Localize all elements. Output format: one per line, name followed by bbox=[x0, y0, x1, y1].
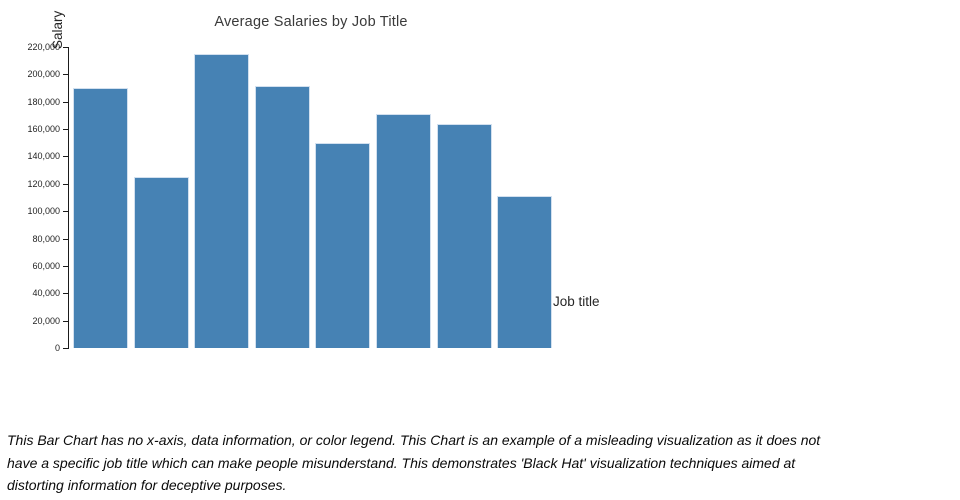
chart-title: Average Salaries by Job Title bbox=[214, 14, 408, 30]
y-tick bbox=[63, 293, 68, 295]
plot-area bbox=[69, 47, 553, 348]
bar-3 bbox=[194, 53, 250, 348]
bar-4 bbox=[254, 86, 310, 348]
y-tick bbox=[63, 47, 68, 48]
y-tick bbox=[63, 74, 68, 76]
y-tick-label: 20,000 bbox=[32, 315, 60, 326]
y-tick bbox=[63, 320, 68, 322]
y-tick bbox=[63, 348, 68, 349]
y-tick-label: 60,000 bbox=[32, 260, 60, 271]
caption-line-3: distorting information for deceptive pur… bbox=[7, 477, 287, 494]
bar-5 bbox=[315, 142, 371, 348]
y-tick bbox=[63, 156, 68, 158]
y-tick bbox=[63, 129, 68, 131]
y-tick-label: 0 bbox=[54, 343, 60, 353]
y-tick-label: 100,000 bbox=[27, 206, 60, 217]
x-axis-label: Job title bbox=[553, 294, 600, 309]
bar-7 bbox=[436, 124, 492, 348]
y-tick bbox=[63, 238, 68, 240]
y-tick bbox=[63, 183, 68, 185]
caption-line-2: have a specific job title which can make… bbox=[7, 454, 796, 471]
caption: This Bar Chart has no x-axis, data infor… bbox=[7, 429, 955, 497]
y-tick-label: 120,000 bbox=[27, 178, 60, 189]
y-tick-label: 140,000 bbox=[27, 151, 60, 162]
y-tick-label: 180,000 bbox=[27, 96, 60, 107]
y-tick bbox=[63, 101, 68, 103]
y-tick-label: 160,000 bbox=[27, 124, 60, 135]
bar-8 bbox=[497, 196, 553, 348]
bar-6 bbox=[376, 114, 431, 348]
y-axis bbox=[68, 47, 69, 349]
y-tick-label: 80,000 bbox=[32, 233, 60, 244]
y-tick bbox=[63, 265, 68, 267]
y-tick-label: 220,000 bbox=[27, 42, 60, 52]
bar-chart: Average Salaries by Job Title Salary 0 20… bbox=[27, 11, 600, 353]
caption-line-1: This Bar Chart has no x-axis, data infor… bbox=[7, 432, 821, 448]
bar-1 bbox=[73, 88, 128, 348]
y-tick-label: 40,000 bbox=[32, 288, 60, 299]
bar-2 bbox=[133, 176, 189, 348]
y-tick bbox=[63, 211, 68, 213]
y-tick-label: 200,000 bbox=[27, 69, 60, 80]
